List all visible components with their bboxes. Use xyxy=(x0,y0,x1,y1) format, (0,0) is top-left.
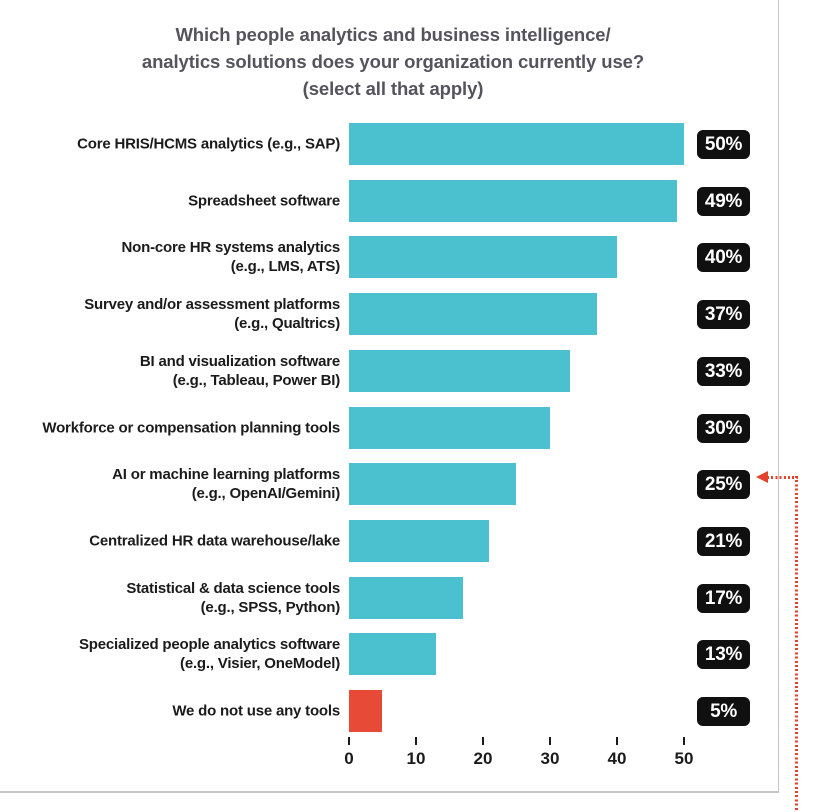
annotation-arrow-head-icon xyxy=(756,471,768,483)
value-badge: 50% xyxy=(697,130,750,159)
bar xyxy=(349,350,570,392)
category-label: Workforce or compensation planning tools xyxy=(42,419,340,437)
bar xyxy=(349,577,463,619)
axis-tick xyxy=(549,737,551,745)
axis-tick-label: 10 xyxy=(406,749,426,768)
category-label: Statistical & data science tools (e.g., … xyxy=(126,580,340,616)
value-badge: 40% xyxy=(697,243,750,272)
category-label: Centralized HR data warehouse/lake xyxy=(89,532,340,550)
axis-tick-label: 50 xyxy=(674,749,694,768)
value-badge: 13% xyxy=(697,640,750,669)
annotation-arrow-line-vertical xyxy=(795,476,798,812)
value-badge: 17% xyxy=(697,584,750,613)
value-badge: 37% xyxy=(697,300,750,329)
annotation-arrow-line-horizontal xyxy=(767,476,798,479)
bar xyxy=(349,633,436,675)
category-label: AI or machine learning platforms (e.g., … xyxy=(112,466,340,502)
value-badge: 30% xyxy=(697,414,750,443)
category-label: We do not use any tools xyxy=(172,702,340,720)
bar xyxy=(349,407,550,449)
axis-tick xyxy=(616,737,618,745)
bar xyxy=(349,463,516,505)
chart-title: Which people analytics and business inte… xyxy=(141,24,645,99)
axis-tick xyxy=(348,737,350,745)
axis-tick xyxy=(482,737,484,745)
axis-tick xyxy=(683,737,685,745)
axis-tick xyxy=(415,737,417,745)
value-badge: 25% xyxy=(697,470,750,499)
bar xyxy=(349,180,677,222)
axis-tick-label: 40 xyxy=(607,749,627,768)
bar xyxy=(349,236,617,278)
bar xyxy=(349,123,684,165)
value-badge: 33% xyxy=(697,357,750,386)
category-label: BI and visualization software (e.g., Tab… xyxy=(139,353,340,389)
value-badge: 5% xyxy=(697,697,750,726)
bar xyxy=(349,520,489,562)
category-label: Survey and/or assessment platforms (e.g.… xyxy=(84,296,340,332)
value-badge: 21% xyxy=(697,527,750,556)
bar xyxy=(349,293,597,335)
category-label: Spreadsheet software xyxy=(188,192,340,210)
bar xyxy=(349,690,382,732)
category-label: Specialized people analytics software (e… xyxy=(78,636,340,672)
axis-tick-label: 20 xyxy=(473,749,493,768)
axis-tick-label: 0 xyxy=(344,749,354,768)
category-label: Non-core HR systems analytics (e.g., LMS… xyxy=(121,239,341,275)
axis-tick-label: 30 xyxy=(540,749,560,768)
category-label: Core HRIS/HCMS analytics (e.g., SAP) xyxy=(77,135,340,153)
value-badge: 49% xyxy=(697,187,750,216)
